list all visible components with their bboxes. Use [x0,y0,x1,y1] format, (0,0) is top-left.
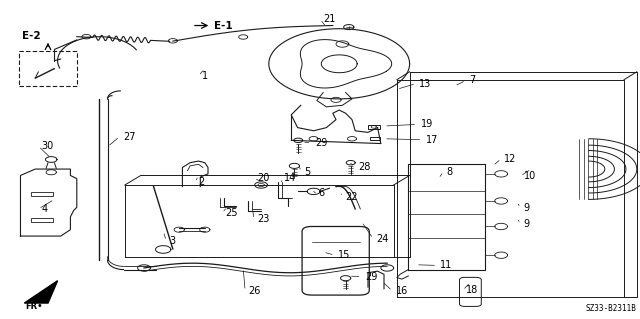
Text: 10: 10 [524,171,536,181]
Text: 11: 11 [440,260,452,271]
Text: 18: 18 [466,285,478,295]
Text: 2: 2 [198,177,205,188]
Polygon shape [24,281,58,303]
Text: 26: 26 [248,286,260,296]
Text: 21: 21 [323,14,335,24]
Text: 6: 6 [319,188,325,198]
Bar [368,125,380,129]
Text: 12: 12 [504,154,516,164]
Text: 4: 4 [42,204,48,214]
Text: 29: 29 [315,138,327,148]
Text: 9: 9 [524,203,530,213]
Bar [31,218,53,222]
Text: FR•: FR• [26,302,44,311]
Text: E-2: E-2 [22,31,41,41]
Text: SZ33-B2311B: SZ33-B2311B [586,304,637,313]
Text: 15: 15 [338,250,350,260]
Text: 29: 29 [365,272,377,282]
Text: 3: 3 [170,236,176,246]
Text: 13: 13 [419,78,431,89]
Text: 28: 28 [358,161,371,172]
Text: 22: 22 [346,192,358,202]
Text: 8: 8 [447,167,453,177]
Text: E-1: E-1 [214,21,233,31]
Text: 25: 25 [225,208,238,218]
Text: 24: 24 [376,234,388,244]
Text: 17: 17 [426,135,438,145]
Text: 5: 5 [305,167,311,177]
Text: 1: 1 [202,71,208,81]
Text: 16: 16 [396,286,408,296]
Text: 30: 30 [42,141,54,151]
Text: 27: 27 [123,131,136,142]
Text: 20: 20 [257,173,269,183]
Text: 14: 14 [284,173,296,183]
Text: 23: 23 [257,214,269,225]
Bar [370,137,380,140]
Text: 19: 19 [420,119,433,130]
Bar [31,192,53,196]
Text: 7: 7 [469,75,476,85]
Text: 9: 9 [524,219,530,229]
